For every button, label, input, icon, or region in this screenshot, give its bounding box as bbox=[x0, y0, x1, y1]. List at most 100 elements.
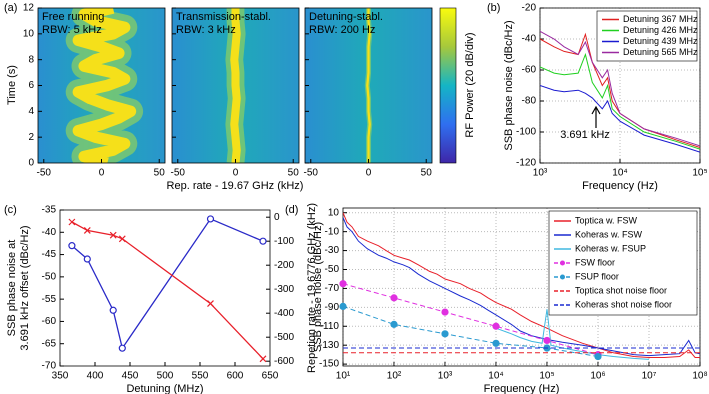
series-line bbox=[495, 309, 650, 360]
plot-frame bbox=[304, 7, 433, 164]
y-tick-label: 10 bbox=[23, 28, 35, 39]
y-axis-label: SSB phase noise (dBc/Hz) bbox=[312, 222, 324, 352]
x-tick-label: 350 bbox=[52, 371, 69, 382]
y-tick-label: -150 bbox=[319, 359, 339, 370]
y2-tick-label: 0 bbox=[274, 212, 280, 223]
y-tick-label: -70 bbox=[325, 283, 340, 294]
y2-tick-label: -100 bbox=[274, 236, 294, 247]
x-tick-label: 10⁵ bbox=[539, 371, 554, 382]
x-tick-label: 10⁴ bbox=[612, 168, 627, 179]
y-tick-label: -30 bbox=[325, 245, 340, 256]
y-tick-label: -40 bbox=[42, 227, 57, 238]
y2-tick-label: -500 bbox=[274, 332, 294, 343]
trace bbox=[366, 8, 371, 163]
marker bbox=[492, 339, 500, 347]
x-tick-label: 10³ bbox=[533, 168, 548, 179]
plot-frame bbox=[171, 7, 300, 164]
x-tick-label: 650 bbox=[262, 371, 279, 382]
panel-label: (d) bbox=[285, 204, 298, 216]
marker bbox=[441, 330, 449, 338]
y-tick-label: -110 bbox=[320, 321, 340, 332]
y-tick-label: -35 bbox=[42, 205, 57, 216]
marker bbox=[390, 320, 398, 328]
y-tick-label: -120 bbox=[516, 158, 536, 169]
y-tick-label: -45 bbox=[42, 249, 57, 260]
x-axis-label: Rep. rate - 19.67 GHz (kHz) bbox=[167, 180, 304, 192]
series-line bbox=[540, 52, 700, 150]
x-tick-label: 50 bbox=[421, 168, 433, 179]
plot-frame bbox=[37, 7, 166, 164]
series-line bbox=[540, 85, 700, 153]
marker bbox=[543, 336, 551, 345]
legend-label: Detuning 439 MHz bbox=[623, 36, 698, 46]
marker bbox=[339, 302, 347, 310]
legend-label: Toptica w. FSW bbox=[575, 215, 638, 225]
x-tick-label: 500 bbox=[157, 371, 174, 382]
marker bbox=[83, 226, 91, 234]
y-tick-label: -70 bbox=[42, 361, 57, 372]
marker bbox=[259, 237, 267, 245]
y2-tick-label: -400 bbox=[274, 308, 294, 319]
panel-title: Transmission-stabl. bbox=[176, 11, 271, 23]
marker bbox=[68, 242, 76, 250]
x-axis-label: Frequency (Hz) bbox=[484, 383, 560, 394]
y-tick-label: -20 bbox=[522, 3, 537, 14]
y-tick-label: -55 bbox=[42, 294, 57, 305]
marker bbox=[259, 355, 267, 363]
series-line bbox=[343, 283, 599, 356]
y2-axis-label: Repetion rate - 19.6776 GHz (kHz) bbox=[306, 203, 318, 373]
legend-label: Toptica shot noise floor bbox=[575, 285, 667, 295]
y-tick-label: 10 bbox=[328, 207, 340, 218]
y2-tick-label: -200 bbox=[274, 260, 294, 271]
trace bbox=[230, 8, 241, 163]
panel-title: Free running bbox=[42, 11, 104, 23]
legend-marker bbox=[560, 260, 565, 266]
marker bbox=[441, 308, 449, 316]
y2-tick-label: -600 bbox=[274, 356, 294, 367]
marker bbox=[390, 294, 398, 302]
legend-label: FSW floor bbox=[575, 257, 615, 267]
y-tick-label: -100 bbox=[516, 127, 536, 138]
y-tick-label: -60 bbox=[522, 65, 537, 76]
x-tick-label: 10⁶ bbox=[590, 371, 605, 382]
x-tick-label: 450 bbox=[122, 371, 139, 382]
colorbar-label: RF Power (20 dB/div) bbox=[464, 32, 476, 137]
marker bbox=[339, 280, 347, 288]
legend-label: Koheras w. FSW bbox=[575, 229, 643, 239]
y-tick-label: -10 bbox=[325, 226, 340, 237]
y-tick-label: 6 bbox=[28, 80, 34, 91]
x-tick-label: 10³ bbox=[438, 371, 453, 382]
legend-label: Koheras w. FSUP bbox=[575, 243, 646, 253]
y-axis-label: Time (s) bbox=[6, 65, 18, 105]
marker bbox=[118, 235, 126, 243]
y-tick-label: -90 bbox=[325, 302, 340, 313]
x-tick-label: 0 bbox=[233, 168, 239, 179]
panel-label: (a) bbox=[4, 2, 17, 14]
annotation-arrow bbox=[591, 105, 601, 128]
y-tick-label: 12 bbox=[23, 3, 35, 14]
y-tick-label: -80 bbox=[522, 96, 537, 107]
x-tick-label: 10¹ bbox=[336, 371, 351, 382]
marker bbox=[109, 306, 117, 314]
legend-marker bbox=[560, 274, 565, 280]
marker bbox=[109, 231, 117, 239]
marker bbox=[206, 215, 215, 223]
marker bbox=[118, 344, 126, 352]
legend-label: Detuning 565 MHz bbox=[623, 47, 698, 57]
x-tick-label: 10⁷ bbox=[642, 371, 657, 382]
y-tick-label: 2 bbox=[28, 132, 34, 143]
y-tick-label: 4 bbox=[28, 106, 34, 117]
x-axis-label: Frequency (Hz) bbox=[582, 180, 658, 192]
series-line bbox=[343, 217, 700, 357]
plot-frame bbox=[59, 209, 271, 367]
colorbar bbox=[439, 7, 457, 164]
x-axis-label: Detuning (MHz) bbox=[126, 383, 203, 394]
y-tick-label: 8 bbox=[28, 54, 34, 65]
marker bbox=[207, 300, 214, 308]
y-axis-label: 3.691 kHz offset (dBc/Hz) bbox=[19, 225, 31, 350]
y-tick-label: -60 bbox=[42, 316, 57, 327]
x-tick-label: 0 bbox=[366, 168, 372, 179]
x-tick-label: 10⁸ bbox=[692, 371, 707, 382]
series-line bbox=[540, 30, 700, 147]
